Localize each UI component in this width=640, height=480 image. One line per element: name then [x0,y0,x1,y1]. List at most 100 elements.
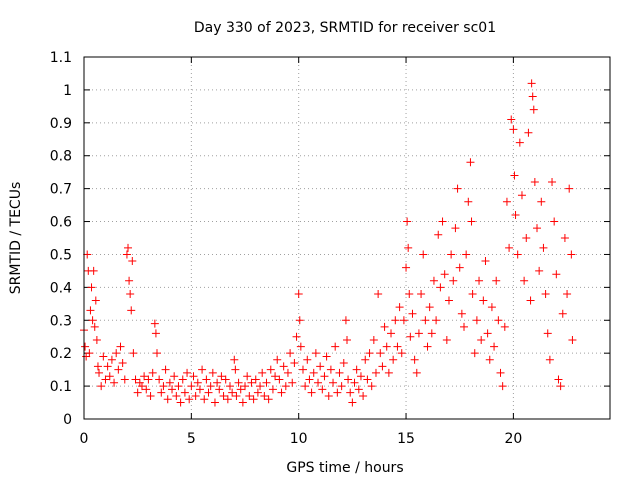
data-point [253,388,262,397]
data-point [511,210,520,219]
data-point [103,362,112,371]
data-point [131,375,140,384]
data-point [206,382,215,391]
data-point [311,349,320,358]
data-point [412,368,421,377]
data-point [425,303,434,312]
data-point [97,382,106,391]
data-point [82,352,91,361]
data-point [99,352,108,361]
data-point [314,378,323,387]
data-point [548,178,557,187]
data-point [567,250,576,259]
data-point [219,391,228,400]
data-point [432,316,441,325]
data-point [151,329,160,338]
data-point [397,349,406,358]
data-point [92,336,101,345]
y-tick-label: 0.3 [50,313,72,329]
data-point [405,289,414,298]
data-point [318,385,327,394]
data-point [286,349,295,358]
data-point [500,322,509,331]
data-point [403,217,412,226]
data-point [408,309,417,318]
data-point [560,234,569,242]
data-point [533,224,542,233]
data-points [80,79,577,407]
data-point [563,289,572,298]
axis-ticks: 0 0.1 0.2 0.3 0.4 0.5 0.6 0.7 0.8 0.9 1 1.1 0 5 10 15 20 [50,50,610,447]
data-point [440,270,449,279]
data-point [530,178,539,187]
data-point [245,391,254,400]
data-point [170,372,179,381]
data-point [249,395,258,404]
data-point [193,378,202,387]
data-point [88,316,97,325]
data-point [159,382,168,391]
y-tick-label: 0.8 [50,149,72,165]
data-point [243,372,252,381]
data-point [213,378,222,387]
data-point [457,309,466,318]
data-point [341,316,350,325]
data-point [262,378,271,387]
data-point [528,92,537,101]
data-point [266,365,275,374]
data-point [210,398,219,407]
data-point [89,266,98,275]
data-point [568,336,577,345]
data-point [352,365,361,374]
data-point [152,349,161,358]
data-point [296,342,305,351]
data-point [129,349,138,358]
data-point [339,359,348,368]
data-point [378,362,387,371]
data-point [404,243,413,252]
data-point [556,382,565,391]
data-point [502,197,511,206]
data-point [135,378,144,387]
data-point [185,395,194,404]
data-point [303,355,312,364]
data-point [468,289,477,298]
data-point [124,243,133,252]
data-point [150,319,159,328]
data-point [81,342,90,351]
data-point [140,372,149,381]
data-point [449,276,458,285]
data-point [498,382,507,391]
data-point [189,372,198,381]
data-point [90,322,99,331]
data-point [354,385,363,394]
data-point [144,375,153,384]
data-point [112,349,121,358]
data-point [241,382,250,391]
data-point [348,398,357,407]
data-point [359,391,368,400]
data-point [281,382,290,391]
data-point [331,342,340,351]
data-point [541,289,550,298]
data-point [466,158,475,167]
data-point [326,365,335,374]
data-point [258,368,267,377]
data-point [509,125,518,134]
data-point [524,128,533,137]
data-point [251,375,260,384]
data-point [395,303,404,312]
data-point [225,382,234,391]
data-point [230,355,239,364]
x-tick-label: 5 [187,431,196,447]
data-point [86,306,95,315]
data-point [83,250,92,259]
data-point [535,266,544,275]
data-point [316,362,325,371]
data-point [228,388,237,397]
data-point [187,382,196,391]
data-point [467,217,476,226]
data-point [301,382,310,391]
data-point [487,303,496,312]
